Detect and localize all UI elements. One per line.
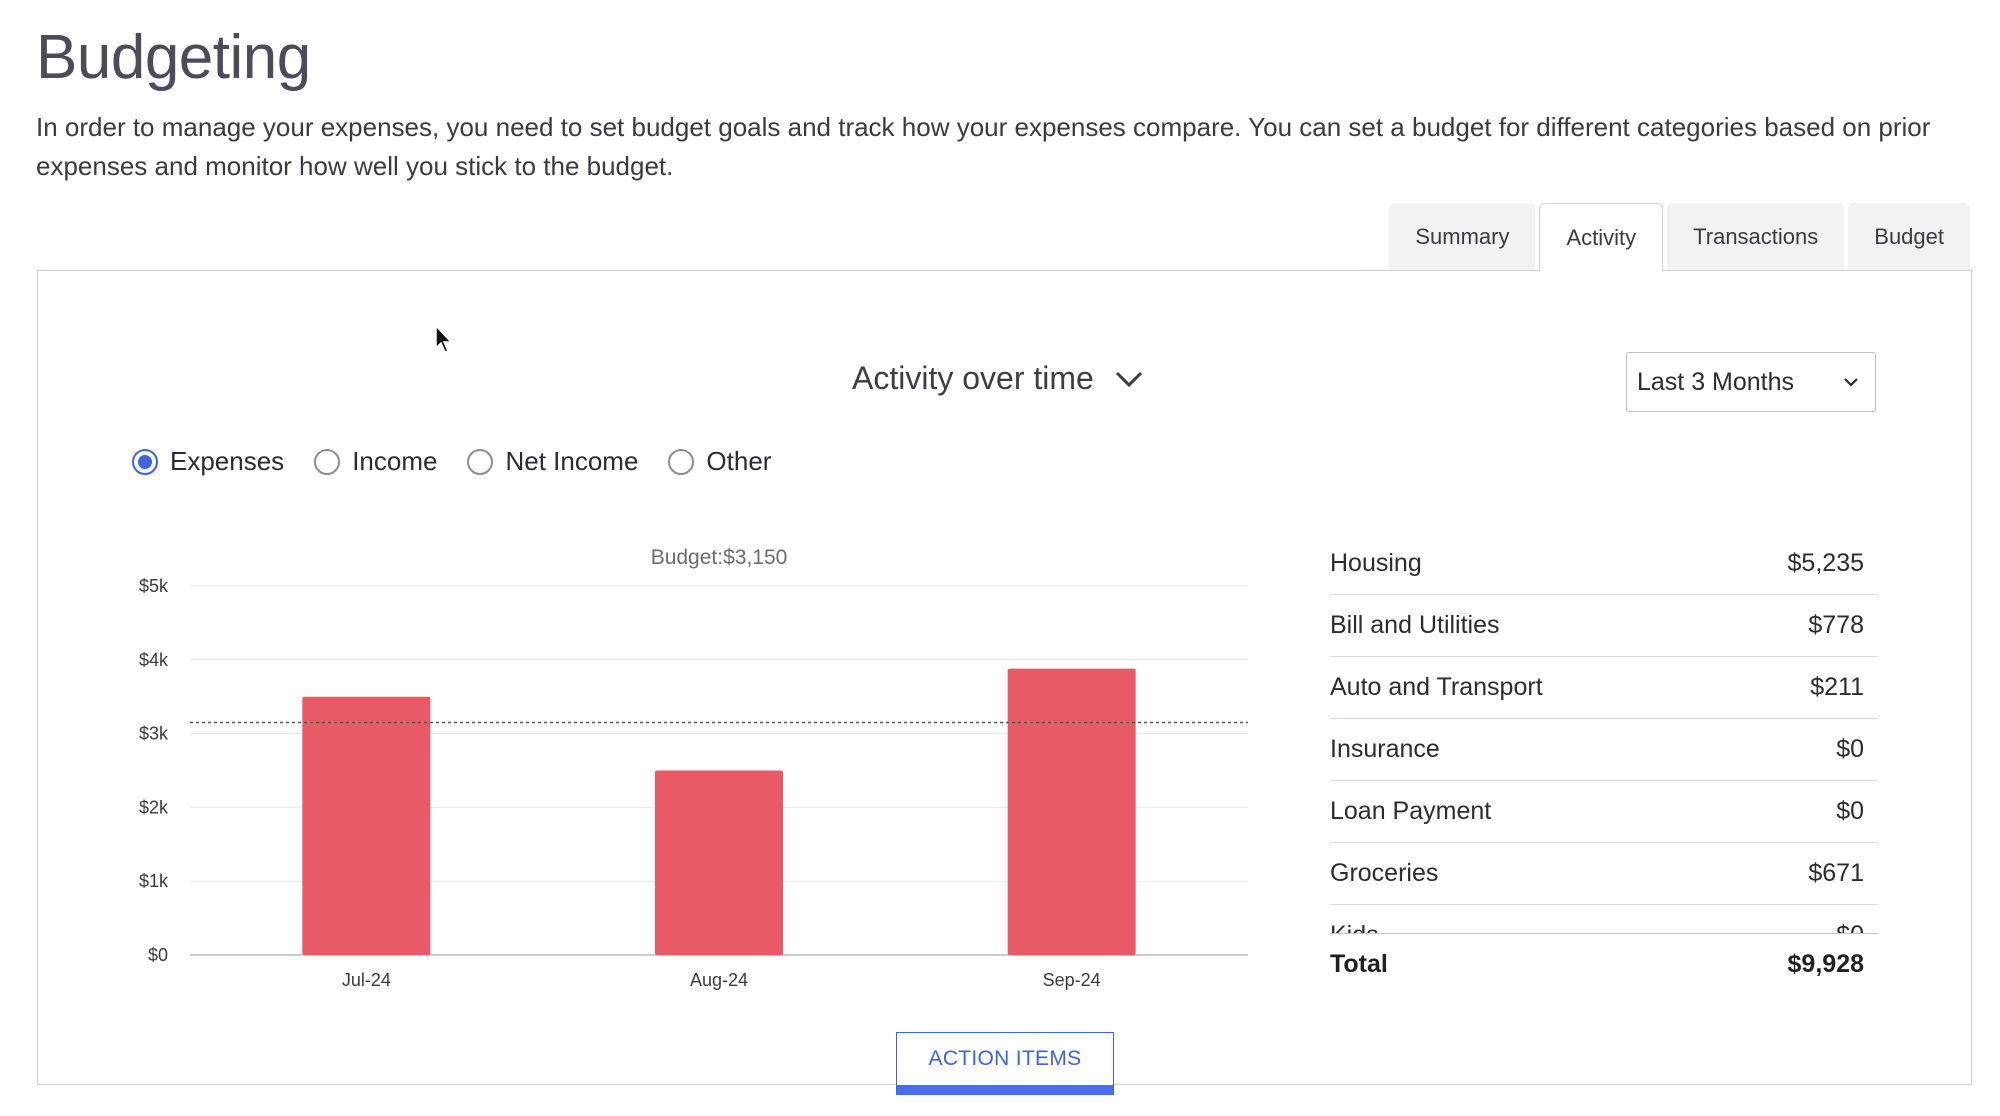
- category-row-loan: Loan Payment $0: [1330, 781, 1878, 843]
- activity-view-label: Activity over time: [852, 360, 1094, 396]
- activity-type-radio-group: Expenses Income Net Income Other: [132, 446, 771, 477]
- category-row-kids: Kids $0: [1330, 905, 1878, 933]
- date-range-value: Last 3 Months: [1637, 367, 1795, 396]
- total-label: Total: [1330, 949, 1388, 978]
- tab-transactions[interactable]: Transactions: [1667, 203, 1845, 271]
- radio-dot[interactable]: [132, 448, 158, 475]
- expense-bar: [302, 696, 431, 955]
- expense-bar: [655, 770, 783, 955]
- y-tick-label: $3k: [139, 724, 169, 744]
- category-name: Kids: [1330, 921, 1379, 933]
- y-tick-label: $1k: [139, 871, 169, 891]
- radio-dot[interactable]: [314, 448, 341, 475]
- category-amount: $0: [1836, 735, 1864, 763]
- category-name: Housing: [1330, 549, 1422, 577]
- radio-dot[interactable]: [467, 448, 494, 475]
- action-items-button[interactable]: ACTION ITEMS: [896, 1032, 1114, 1095]
- radio-expenses[interactable]: Expenses: [132, 446, 284, 477]
- radio-other[interactable]: Other: [668, 446, 771, 477]
- tab-bar: Summary Activity Transactions Budget: [1389, 203, 1970, 272]
- category-row-groceries: Groceries $671: [1330, 843, 1878, 905]
- category-row-auto: Auto and Transport $211: [1330, 657, 1878, 719]
- category-amount: $5,235: [1787, 549, 1864, 577]
- radio-label: Other: [706, 446, 772, 476]
- category-row-bills: Bill and Utilities $778: [1330, 595, 1878, 657]
- chevron-down-icon: [1115, 371, 1142, 387]
- radio-label: Income: [352, 446, 438, 476]
- radio-label: Expenses: [170, 446, 285, 476]
- y-tick-label: $5k: [139, 576, 169, 596]
- radio-label: Net Income: [505, 446, 639, 476]
- category-scroll-area[interactable]: Housing $5,235 Bill and Utilities $778 A…: [1330, 533, 1878, 933]
- radio-income[interactable]: Income: [314, 446, 437, 477]
- page-intro: In order to manage your expenses, you ne…: [36, 112, 1931, 181]
- tab-summary[interactable]: Summary: [1389, 203, 1536, 271]
- radio-dot[interactable]: [668, 448, 695, 475]
- category-amount: $671: [1808, 859, 1864, 887]
- y-tick-label: $4k: [139, 650, 169, 670]
- activity-bar-chart: $0 $1k $2k $3k $4k $5k Jul-24 Aug-24 Sep-24 Budge…: [120, 530, 1250, 1000]
- activity-view-dropdown[interactable]: Activity over time: [852, 360, 1144, 397]
- category-name: Bill and Utilities: [1330, 611, 1500, 639]
- category-amount: $778: [1808, 611, 1864, 639]
- category-name: Groceries: [1330, 859, 1439, 887]
- category-total-row: Total $9,928: [1330, 934, 1878, 994]
- category-amount: $0: [1836, 797, 1864, 825]
- page-title: Budgeting: [36, 23, 311, 92]
- category-list: Housing $5,235 Bill and Utilities $778 A…: [1330, 533, 1878, 994]
- total-amount: $9,928: [1787, 949, 1864, 978]
- x-tick-label: Jul-24: [342, 970, 391, 990]
- expense-bar: [1007, 668, 1136, 955]
- chart-canvas: $0 $1k $2k $3k $4k $5k Jul-24 Aug-24 Sep-24 Budge…: [139, 546, 1248, 990]
- y-tick-label: $0: [148, 945, 168, 965]
- x-tick-label: Aug-24: [690, 970, 748, 990]
- mouse-cursor-icon: [435, 324, 453, 353]
- date-range-select[interactable]: Last 3 Months: [1626, 352, 1876, 412]
- x-tick-label: Sep-24: [1043, 970, 1101, 990]
- category-name: Loan Payment: [1330, 797, 1492, 825]
- category-name: Insurance: [1330, 735, 1440, 763]
- category-row-housing: Housing $5,235: [1330, 533, 1878, 595]
- radio-net-income[interactable]: Net Income: [467, 446, 638, 477]
- category-name: Auto and Transport: [1330, 673, 1543, 701]
- category-amount: $211: [1810, 673, 1864, 701]
- tab-budget[interactable]: Budget: [1848, 203, 1970, 271]
- category-row-insurance: Insurance $0: [1330, 719, 1878, 781]
- category-amount: $0: [1836, 921, 1864, 933]
- tab-activity[interactable]: Activity: [1539, 203, 1664, 272]
- chevron-down-icon: [1844, 378, 1858, 387]
- budget-label: Budget:$3,150: [651, 546, 788, 569]
- y-tick-label: $2k: [139, 797, 169, 817]
